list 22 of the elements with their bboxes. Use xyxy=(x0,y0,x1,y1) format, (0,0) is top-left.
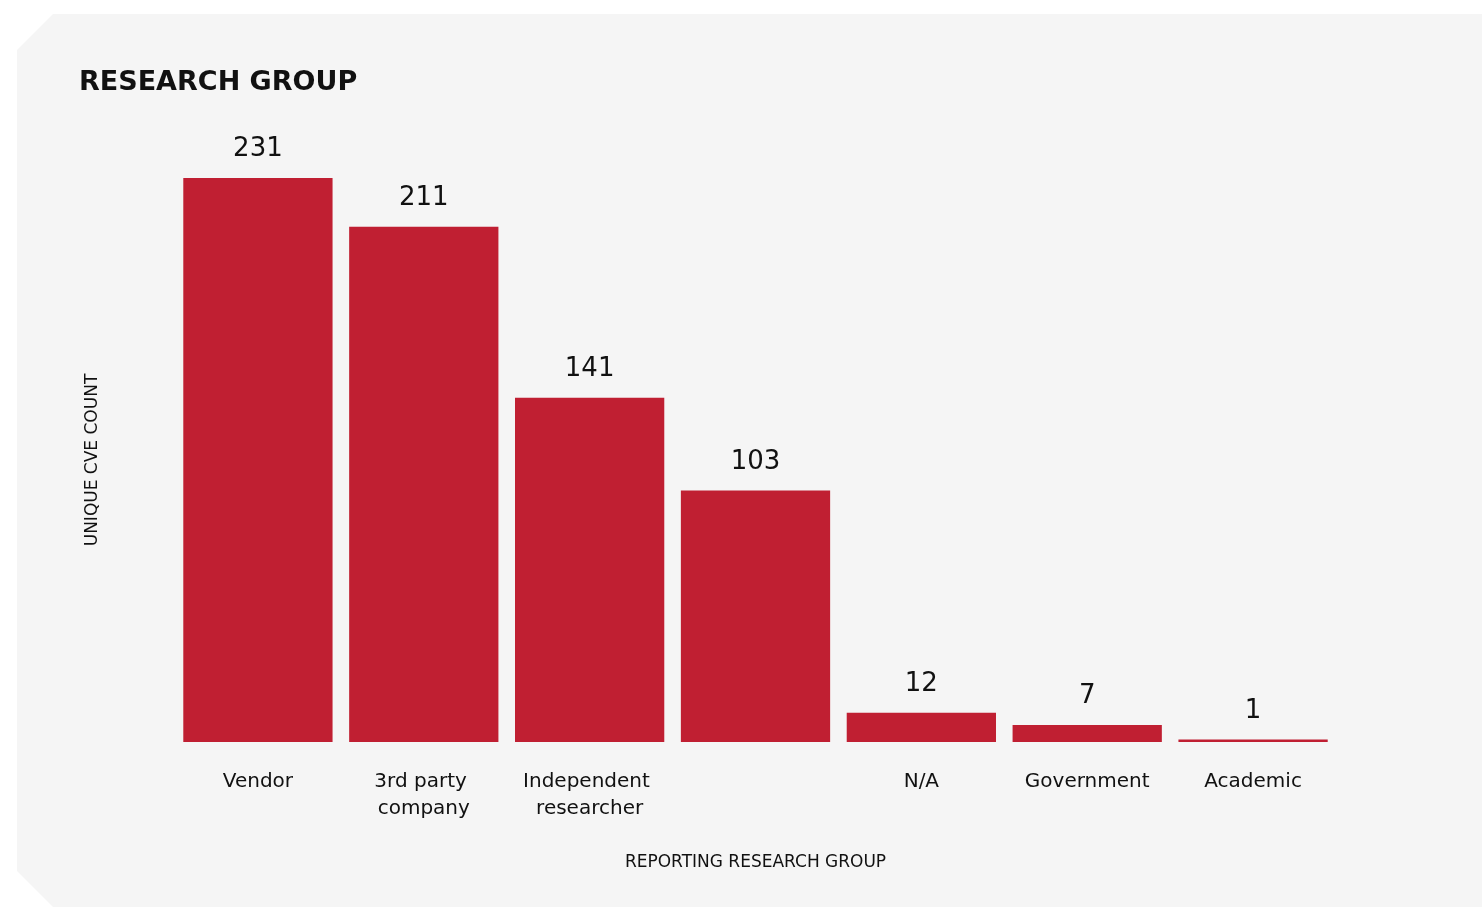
bar xyxy=(183,178,333,742)
bar xyxy=(680,490,831,742)
bar xyxy=(515,397,665,742)
data-label: 12 xyxy=(904,666,938,697)
data-label: 103 xyxy=(730,444,781,475)
y-axis-title: UNIQUE CVE COUNT xyxy=(80,373,101,547)
x-tick-label: N/A xyxy=(903,767,940,792)
data-label: 1 xyxy=(1244,693,1262,724)
data-label: 141 xyxy=(564,351,615,382)
data-label: 211 xyxy=(398,180,449,211)
x-tick-label: Academic xyxy=(1204,767,1302,792)
data-label: 7 xyxy=(1078,678,1096,709)
x-tick-label: Vendor xyxy=(222,767,294,792)
x-axis-title: REPORTING RESEARCH GROUP xyxy=(624,850,887,871)
bar xyxy=(1012,724,1162,742)
chart-title: RESEARCH GROUP xyxy=(79,65,358,96)
x-tick-label: Independent researcher xyxy=(523,767,657,819)
data-label: 231 xyxy=(233,132,283,162)
x-tick-label: Government xyxy=(1024,767,1150,792)
bar xyxy=(349,226,499,742)
x-tick-label: 3rd party company xyxy=(374,767,474,819)
bar xyxy=(846,712,996,742)
